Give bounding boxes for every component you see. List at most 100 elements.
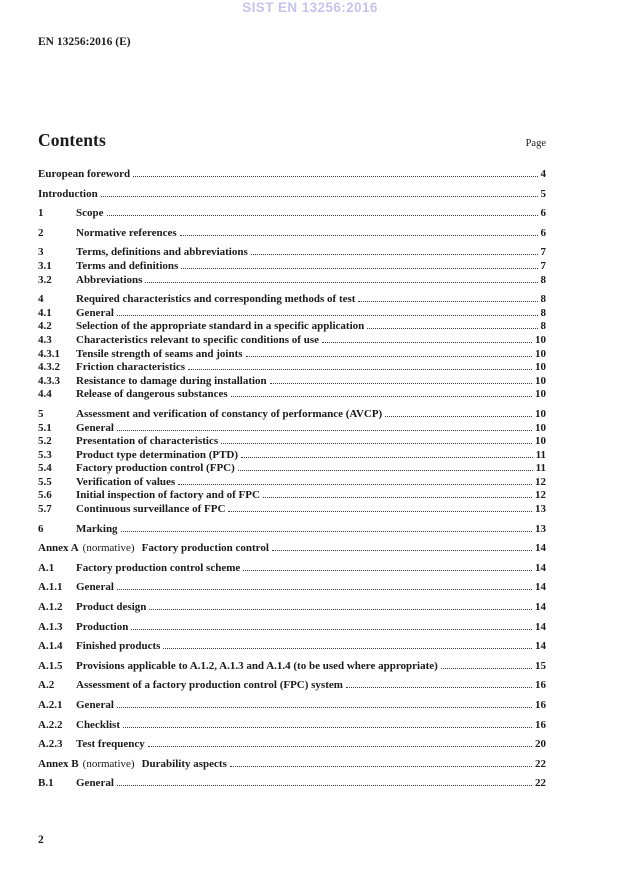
toc-entry-label: Production [76,620,129,633]
toc-dot-leader [229,765,532,767]
toc-entry-number: 5.1 [38,421,52,434]
toc-dot-leader [163,647,532,650]
toc-entry-page: 14 [535,542,546,555]
toc-row: 5.5 Verification of values 12 [38,476,546,490]
toc-entry-number: A.1 [38,561,55,574]
toc-dot-leader [188,368,532,371]
toc-entry-page: 8 [540,306,547,319]
toc-entry-number: 3 [38,246,44,259]
toc-entry-page: 10 [535,435,546,448]
toc-row: 5.1 General 10 [38,422,546,436]
toc-entry-number: 5 [38,407,44,420]
toc-entry-page: 14 [535,581,546,594]
toc-row: B.1 General 22 [38,777,546,791]
toc-entry-page: 6 [540,226,547,239]
toc-dot-leader [237,469,533,472]
toc-entry-label: Abbreviations [76,273,143,286]
toc-entry-label: Terms, definitions and abbreviations [76,246,248,259]
toc-row: 4.2 Selection of the appropriate standar… [38,320,546,334]
toc-entry-label: Assessment of a factory production contr… [76,679,343,692]
toc-entry-page: 10 [535,361,546,374]
page-column-label: Page [525,138,546,149]
toc-dot-leader [269,382,532,384]
toc-dot-leader [367,327,538,330]
toc-row: Annex B (normative) Durability aspects 2… [38,758,546,772]
toc-entry-page: 12 [535,475,546,488]
toc-entry-page: 16 [535,699,546,711]
toc-entry-page: 13 [535,522,546,535]
toc-dot-leader [147,745,532,748]
toc-entry-page: 7 [540,259,547,272]
toc-entry-number: 4.1 [38,306,52,319]
toc-row: 4.4 Release of dangerous substances 10 [38,388,546,402]
toc-entry-page: 15 [535,659,546,672]
contents-header: Contents Page [38,130,546,151]
toc-entry-number: 3.1 [38,259,52,272]
toc-entry-label: Assessment and verification of constancy… [76,407,383,420]
toc-entry-number: 4.3 [38,333,52,346]
toc-entry-label: Scope [76,207,104,220]
toc-dot-leader [243,569,532,571]
toc-row: 4.3.2 Friction characteristics 10 [38,361,546,375]
toc-entry-label: General [76,699,114,711]
toc-row: A.2.1 General 16 [38,699,546,713]
toc-dot-leader [230,395,532,398]
toc-entry-label: Factory production control scheme [76,561,241,574]
toc-row: European foreword 4 [38,168,546,182]
toc-row: A.1.1 General 14 [38,581,546,595]
toc-entry-number: 6 [38,522,44,535]
toc-entry-label: Continuous surveillance of FPC [76,503,226,516]
toc-entry-page: 10 [535,421,546,434]
toc-entry-page: 11 [535,448,546,461]
toc-entry-page: 20 [535,738,546,751]
toc-entry-page: 11 [535,462,546,475]
document-reference: EN 13256:2016 (E) [38,36,131,48]
toc-entry-label: Friction characteristics [76,361,186,374]
toc-entry-page: 22 [535,757,546,770]
toc-row: 5.7 Continuous surveillance of FPC 13 [38,503,546,517]
toc-row: A.2.3 Test frequency 20 [38,738,546,752]
contents-title: Contents [38,130,106,150]
toc-entry-number: B.1 [38,777,54,790]
toc-entry-page: 22 [535,777,546,790]
toc-row: A.1.3 Production 14 [38,621,546,635]
toc-entry-label: Product design [76,601,147,614]
toc-entry-label: Marking [76,522,118,535]
toc-entry-page: 12 [535,489,546,502]
toc-entry-number: 4.4 [38,388,52,401]
toc-entry-page: 8 [540,273,547,286]
toc-entry-label: Factory production control [141,542,269,555]
toc-dot-leader [178,483,532,485]
toc-entry-number: 5.6 [38,489,52,502]
toc-dot-leader [440,667,532,669]
toc-row: A.1.2 Product design 14 [38,601,546,615]
toc-entry-number: A.2.3 [38,738,63,751]
toc-entry-label: Selection of the appropriate standard in… [76,320,365,333]
toc-dot-leader [100,195,538,197]
toc-row: 3.2 Abbreviations 8 [38,274,546,288]
toc-entry-number: A.1.5 [38,659,63,672]
toc-dot-leader [145,281,538,283]
toc-entry-label: General [76,777,114,790]
toc-entry-number: 4.2 [38,320,52,333]
toc-entry-number: 4.3.1 [38,347,60,360]
toc-entry-qualifier: (normative) [82,542,135,555]
toc-entry-page: 16 [535,679,546,692]
toc-row: 3 Terms, definitions and abbreviations 7 [38,246,546,260]
toc-entry-page: 14 [535,640,546,653]
toc-dot-leader [149,608,532,611]
toc-entry-page: 16 [535,718,546,731]
toc-entry-page: 14 [535,601,546,614]
toc-entry-number: A.2.2 [38,718,63,731]
toc-row: A.1 Factory production control scheme 14 [38,562,546,576]
toc-entry-page: 10 [535,333,546,346]
toc-entry-label: Checklist [76,718,120,731]
toc-row: A.2 Assessment of a factory production c… [38,679,546,693]
toc-entry-label: Test frequency [76,738,145,751]
toc-entry-qualifier: (normative) [82,757,135,770]
toc-dot-leader [116,429,532,431]
toc-entry-page: 14 [535,561,546,574]
toc-row: 4.3 Characteristics relevant to specific… [38,334,546,348]
toc-dot-leader [181,267,538,269]
